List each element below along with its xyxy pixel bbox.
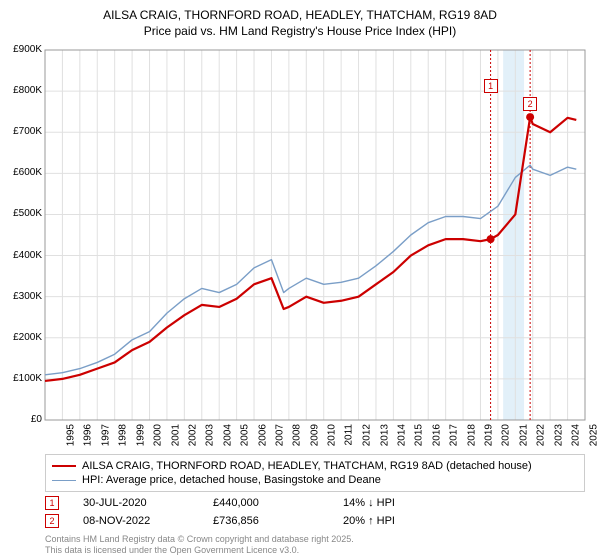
sales-table: 1 30-JUL-2020£440,00014% ↓ HPI 2 08-NOV-202…	[45, 494, 585, 530]
sale-row: 1 30-JUL-2020£440,00014% ↓ HPI	[45, 494, 585, 512]
x-tick-label: 2000	[152, 424, 163, 446]
y-tick-label: £200K	[0, 332, 42, 343]
y-tick-label: £300K	[0, 291, 42, 302]
y-tick-label: £700K	[0, 126, 42, 137]
x-tick-label: 2019	[483, 424, 494, 446]
y-tick-label: £0	[0, 414, 42, 425]
legend-swatch	[52, 480, 76, 481]
x-tick-label: 2025	[588, 424, 599, 446]
x-tick-label: 2007	[274, 424, 285, 446]
x-tick-label: 2022	[536, 424, 547, 446]
x-tick-label: 2013	[379, 424, 390, 446]
legend-item: AILSA CRAIG, THORNFORD ROAD, HEADLEY, TH…	[52, 459, 578, 473]
x-tick-label: 2002	[187, 424, 198, 446]
legend-label: AILSA CRAIG, THORNFORD ROAD, HEADLEY, TH…	[82, 460, 532, 472]
legend-label: HPI: Average price, detached house, Basi…	[82, 474, 381, 486]
sale-number-box: 1	[45, 496, 59, 510]
y-tick-label: £900K	[0, 44, 42, 55]
legend-swatch	[52, 465, 76, 467]
x-tick-label: 1997	[100, 424, 111, 446]
x-tick-label: 1995	[65, 424, 76, 446]
sale-date: 30-JUL-2020	[83, 497, 213, 509]
x-tick-label: 2004	[222, 424, 233, 446]
x-tick-label: 2010	[327, 424, 338, 446]
footer-line2: This data is licensed under the Open Gov…	[45, 545, 354, 556]
legend: AILSA CRAIG, THORNFORD ROAD, HEADLEY, TH…	[45, 454, 585, 492]
x-tick-label: 2020	[501, 424, 512, 446]
x-tick-label: 2006	[257, 424, 268, 446]
x-tick-label: 2023	[553, 424, 564, 446]
x-tick-label: 2009	[309, 424, 320, 446]
x-tick-label: 2008	[292, 424, 303, 446]
footer-line1: Contains HM Land Registry data © Crown c…	[45, 534, 354, 545]
y-tick-label: £500K	[0, 208, 42, 219]
sale-number-box: 2	[45, 514, 59, 528]
x-tick-label: 2018	[466, 424, 477, 446]
title-line1: AILSA CRAIG, THORNFORD ROAD, HEADLEY, TH…	[0, 8, 600, 24]
x-tick-label: 2024	[570, 424, 581, 446]
sale-change: 20% ↑ HPI	[343, 515, 473, 527]
chart-title: AILSA CRAIG, THORNFORD ROAD, HEADLEY, TH…	[0, 0, 600, 39]
sale-callout-1: 1	[484, 79, 498, 93]
x-tick-label: 2014	[396, 424, 407, 446]
x-tick-label: 2021	[518, 424, 529, 446]
y-tick-label: £400K	[0, 250, 42, 261]
x-tick-label: 2015	[414, 424, 425, 446]
x-tick-label: 2012	[361, 424, 372, 446]
y-tick-label: £800K	[0, 85, 42, 96]
x-tick-label: 1999	[135, 424, 146, 446]
sale-change: 14% ↓ HPI	[343, 497, 473, 509]
x-tick-label: 1996	[83, 424, 94, 446]
x-tick-label: 2001	[170, 424, 181, 446]
y-tick-label: £600K	[0, 167, 42, 178]
x-tick-label: 2011	[343, 424, 354, 446]
x-tick-label: 1998	[118, 424, 129, 446]
title-line2: Price paid vs. HM Land Registry's House …	[0, 24, 600, 40]
sale-price: £440,000	[213, 497, 343, 509]
x-tick-label: 2017	[448, 424, 459, 446]
x-tick-label: 2016	[431, 424, 442, 446]
x-tick-label: 2005	[239, 424, 250, 446]
sale-row: 2 08-NOV-2022£736,85620% ↑ HPI	[45, 512, 585, 530]
sale-callout-2: 2	[523, 97, 537, 111]
footer: Contains HM Land Registry data © Crown c…	[45, 534, 354, 556]
sale-price: £736,856	[213, 515, 343, 527]
y-tick-label: £100K	[0, 373, 42, 384]
sale-date: 08-NOV-2022	[83, 515, 213, 527]
legend-item: HPI: Average price, detached house, Basi…	[52, 473, 578, 487]
chart-svg	[45, 50, 585, 420]
chart-plot-area	[45, 50, 585, 420]
x-tick-label: 2003	[205, 424, 216, 446]
